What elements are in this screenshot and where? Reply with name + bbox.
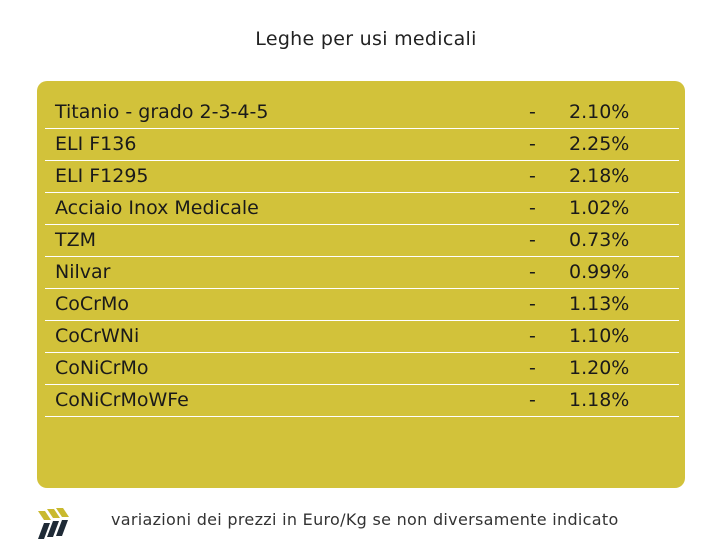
separator: - [529,101,536,123]
logo-gold-stroke [56,508,69,517]
price-change: 0.73% [569,229,630,251]
alloy-name: CoCrWNi [55,325,140,347]
table-row: CoNiCrMo - 1.20% [45,353,679,385]
alloy-name: Titanio - grado 2-3-4-5 [55,101,269,123]
price-change: 0.99% [569,261,630,283]
separator: - [529,133,536,155]
table-row: CoCrWNi - 1.10% [45,321,679,353]
separator: - [529,261,536,283]
separator: - [529,389,536,411]
table-row: ELI F1295 - 2.18% [45,161,679,193]
price-change: 1.02% [569,197,630,219]
alloy-name: CoNiCrMoWFe [55,389,189,411]
separator: - [529,357,536,379]
brand-chevrons-icon [38,508,69,539]
logo-gold-stroke [38,511,51,520]
alloy-name: ELI F136 [55,133,137,155]
price-change: 1.20% [569,357,630,379]
table-row: ELI F136 - 2.25% [45,129,679,161]
price-change: 2.10% [569,101,630,123]
separator: - [529,229,536,251]
price-change: 2.25% [569,133,630,155]
separator: - [529,325,536,347]
price-change: 1.10% [569,325,630,347]
alloy-name: ELI F1295 [55,165,149,187]
price-change: 1.18% [569,389,630,411]
price-change: 1.13% [569,293,630,315]
table-row: Titanio - grado 2-3-4-5 - 2.10% [45,97,679,129]
alloy-name: TZM [55,229,97,251]
price-table: Titanio - grado 2-3-4-5 - 2.10% ELI F136… [45,97,679,417]
logo-dark-stroke [47,521,59,537]
alloy-name: CoNiCrMo [55,357,149,379]
page-title: Leghe per usi medicali [255,28,477,50]
logo-dark-stroke [56,520,68,536]
table-row: CoNiCrMoWFe - 1.18% [45,385,679,417]
logo-gold-stroke [47,509,60,518]
separator: - [529,197,536,219]
alloy-name: Nilvar [55,261,111,283]
table-row: TZM - 0.73% [45,225,679,257]
separator: - [529,293,536,315]
alloy-name: Acciaio Inox Medicale [55,197,259,219]
logo-dark-stroke [38,523,50,539]
price-change: 2.18% [569,165,630,187]
footer-note: variazioni dei prezzi in Euro/Kg se non … [111,510,619,529]
separator: - [529,165,536,187]
table-row: Nilvar - 0.99% [45,257,679,289]
table-row: CoCrMo - 1.13% [45,289,679,321]
alloy-name: CoCrMo [55,293,129,315]
price-table-panel: Titanio - grado 2-3-4-5 - 2.10% ELI F136… [37,81,685,488]
table-row: Acciaio Inox Medicale - 1.02% [45,193,679,225]
